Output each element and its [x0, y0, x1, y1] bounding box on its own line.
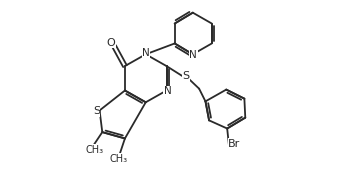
- Text: CH₃: CH₃: [85, 145, 103, 155]
- Text: O: O: [106, 38, 115, 48]
- Text: S: S: [93, 106, 100, 116]
- Text: Br: Br: [228, 139, 240, 149]
- Text: CH₃: CH₃: [109, 154, 128, 164]
- Text: N: N: [189, 50, 197, 60]
- Text: N: N: [142, 48, 150, 58]
- Text: S: S: [183, 71, 190, 81]
- Text: N: N: [163, 86, 171, 96]
